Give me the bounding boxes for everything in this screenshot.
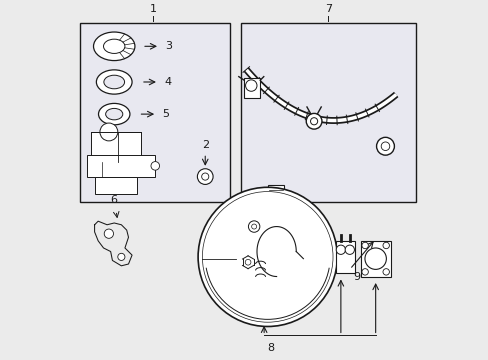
Text: 9: 9 [353,271,360,282]
Circle shape [151,162,159,170]
Ellipse shape [105,108,122,120]
Bar [241,23,415,202]
Text: 6: 6 [110,195,118,205]
Text: 7: 7 [324,4,331,14]
Circle shape [198,187,337,327]
Circle shape [381,142,389,150]
Circle shape [376,137,394,155]
Circle shape [361,242,367,249]
Text: 3: 3 [165,41,172,51]
Bar [335,241,354,273]
Bar [91,132,141,162]
Circle shape [100,123,118,141]
Ellipse shape [103,75,124,89]
Bar [267,185,283,196]
Ellipse shape [93,32,135,60]
Circle shape [197,169,213,184]
Ellipse shape [98,103,130,125]
Bar [80,23,230,202]
Circle shape [202,192,332,322]
Text: 1: 1 [150,4,157,14]
Ellipse shape [103,39,124,53]
Bar [87,155,155,176]
Circle shape [251,224,256,229]
Circle shape [361,269,367,275]
Circle shape [244,260,250,265]
Text: 4: 4 [164,77,171,87]
Circle shape [201,173,208,180]
Circle shape [310,118,317,125]
Circle shape [305,113,321,129]
Bar [360,241,390,276]
Circle shape [245,80,257,91]
Circle shape [118,253,124,260]
Circle shape [248,221,259,232]
Circle shape [382,269,388,275]
Circle shape [364,248,386,269]
Circle shape [104,229,113,238]
Circle shape [345,245,354,255]
Text: 2: 2 [202,140,209,150]
Bar [94,176,137,194]
Text: 8: 8 [267,343,274,353]
Circle shape [382,242,388,249]
Circle shape [336,245,345,255]
Ellipse shape [96,70,132,94]
Text: 5: 5 [162,109,169,119]
Bar [244,78,260,98]
